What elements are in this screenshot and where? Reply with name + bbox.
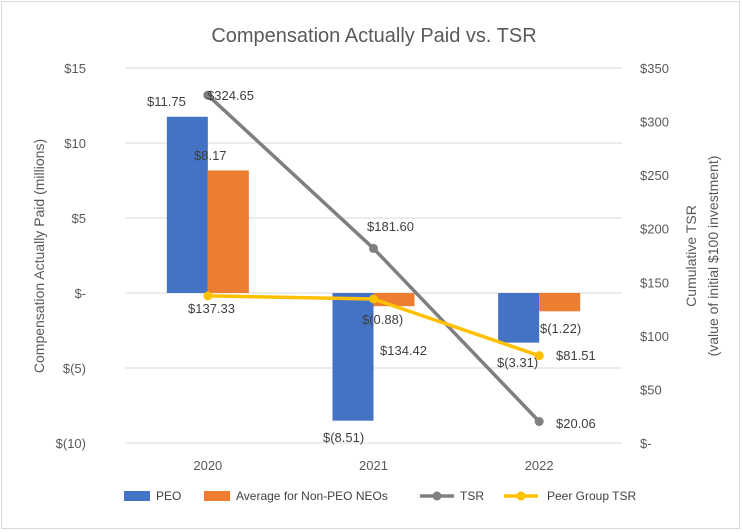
line-data-label: $181.60 <box>367 219 414 234</box>
left-tick-label: $15 <box>64 61 86 76</box>
line-data-label: $81.51 <box>556 348 596 363</box>
line-marker <box>534 351 544 361</box>
legend-marker <box>516 491 526 501</box>
bar-average-for-non-peo-neos <box>539 293 581 312</box>
bar-data-label: $11.75 <box>147 94 186 109</box>
legend: PEO Average for Non-PEO NEOs TSR Peer Group… <box>124 489 636 503</box>
bar-peo <box>332 293 374 421</box>
right-tick-label: $50 <box>640 382 662 397</box>
data-labels: $11.75 $(8.51) $(3.31) $8.17 $(0.88) $(1.22) $… <box>147 88 596 445</box>
right-tick-label: $150 <box>640 275 669 290</box>
x-tick-label: 2022 <box>525 458 554 473</box>
x-axis-ticks: 2020 2021 2022 <box>193 458 553 473</box>
right-axis-title-line1: Cumulative TSR <box>683 205 699 307</box>
legend-swatch <box>124 491 150 501</box>
right-tick-label: $350 <box>640 61 669 76</box>
bars <box>166 116 581 421</box>
bar-data-label: $(1.22) <box>540 321 581 336</box>
right-tick-label: $200 <box>640 222 669 237</box>
legend-label: Average for Non-PEO NEOs <box>236 489 388 503</box>
bar-data-label: $(0.88) <box>362 312 403 327</box>
line-marker <box>534 417 544 427</box>
right-axis-title-line2: (value of initial $100 investment) <box>705 156 721 357</box>
left-tick-label: $(10) <box>56 436 86 451</box>
chart-title: Compensation Actually Paid vs. TSR <box>211 25 536 47</box>
bar-data-label: $8.17 <box>194 148 227 163</box>
left-axis-title: Compensation Actually Paid (millions) <box>31 139 47 373</box>
right-tick-label: $300 <box>640 115 669 130</box>
left-axis-ticks: $(10) $(5) $- $5 $10 $15 <box>56 61 86 451</box>
lines <box>203 90 544 427</box>
x-tick-label: 2021 <box>359 458 388 473</box>
left-tick-label: $10 <box>64 136 86 151</box>
right-axis-ticks: $- $50 $100 $150 $200 $250 $300 $350 <box>640 61 669 451</box>
legend-label: Peer Group TSR <box>547 489 636 503</box>
legend-marker <box>432 491 442 501</box>
bar-average-for-non-peo-neos <box>207 170 249 293</box>
line-marker <box>203 90 213 100</box>
bar-peo <box>498 293 540 343</box>
legend-label: TSR <box>460 489 484 503</box>
line-marker <box>203 291 213 301</box>
x-tick-label: 2020 <box>193 458 222 473</box>
bar-data-label: $(8.51) <box>323 430 364 445</box>
left-tick-label: $(5) <box>63 361 86 376</box>
right-tick-label: $100 <box>640 329 669 344</box>
line-marker <box>369 294 378 304</box>
left-tick-label: $5 <box>72 211 86 226</box>
line-data-label: $324.65 <box>207 88 254 103</box>
bar-peo <box>166 116 208 293</box>
right-tick-label: $- <box>640 436 652 451</box>
legend-label: PEO <box>156 489 181 503</box>
line-data-label: $20.06 <box>556 416 596 431</box>
left-tick-label: $- <box>74 286 86 301</box>
bar-data-label: $(3.31) <box>497 355 538 370</box>
right-tick-label: $250 <box>640 168 669 183</box>
line-data-label: $137.33 <box>188 301 235 316</box>
legend-swatch <box>204 491 230 501</box>
line-data-label: $134.42 <box>380 343 427 358</box>
line-marker <box>369 243 378 253</box>
